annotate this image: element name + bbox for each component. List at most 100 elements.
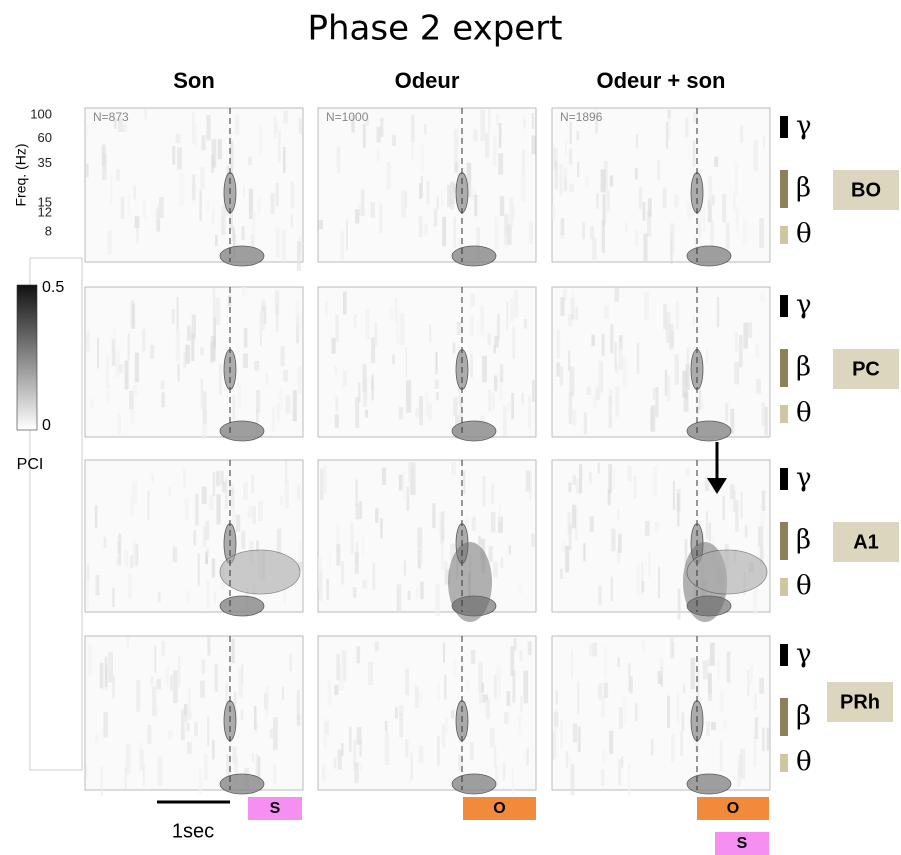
- texture: [265, 373, 268, 385]
- texture: [696, 405, 700, 415]
- texture: [323, 465, 327, 494]
- texture: [274, 290, 280, 316]
- texture: [722, 720, 727, 729]
- texture: [571, 289, 575, 315]
- texture: [376, 148, 380, 162]
- texture: [755, 343, 760, 358]
- texture: [193, 530, 197, 546]
- texture: [591, 334, 595, 347]
- texture: [420, 581, 424, 600]
- texture: [683, 391, 689, 412]
- texture: [199, 190, 203, 221]
- texture: [247, 156, 253, 166]
- texture: [512, 670, 516, 703]
- texture: [203, 753, 208, 780]
- texture: [618, 533, 622, 553]
- texture: [200, 680, 205, 698]
- band-label: β: [796, 525, 811, 555]
- texture: [641, 562, 644, 594]
- texture: [754, 717, 759, 739]
- texture: [399, 713, 404, 738]
- texture: [203, 391, 207, 424]
- texture: [644, 292, 649, 320]
- blob: [686, 245, 732, 267]
- texture: [561, 541, 565, 552]
- texture: [565, 750, 568, 769]
- texture: [504, 213, 509, 245]
- texture: [560, 297, 565, 316]
- texture: [197, 553, 200, 587]
- texture: [325, 301, 328, 316]
- texture: [453, 184, 457, 193]
- texture: [235, 514, 241, 532]
- texture: [761, 402, 765, 426]
- texture: [178, 655, 181, 688]
- texture: [753, 139, 759, 172]
- texture: [657, 159, 660, 181]
- texture: [258, 501, 264, 522]
- texture: [671, 734, 675, 763]
- column-header: Son: [173, 68, 215, 93]
- texture: [350, 522, 354, 555]
- texture: [419, 182, 422, 200]
- texture: [107, 230, 112, 255]
- scale-bar-label: 1sec: [172, 820, 214, 842]
- texture: [132, 385, 138, 396]
- texture: [453, 216, 457, 248]
- texture: [233, 756, 239, 785]
- texture: [186, 325, 192, 341]
- texture: [152, 686, 157, 716]
- texture: [598, 585, 602, 605]
- texture: [498, 122, 502, 148]
- texture: [593, 395, 597, 408]
- texture: [120, 196, 125, 219]
- texture: [726, 651, 731, 683]
- texture: [132, 481, 137, 504]
- texture: [342, 291, 347, 315]
- texture: [601, 695, 606, 718]
- texture: [215, 234, 218, 247]
- texture: [165, 666, 169, 687]
- texture: [427, 403, 432, 421]
- texture: [326, 578, 329, 600]
- texture: [86, 163, 89, 178]
- texture: [554, 708, 558, 728]
- texture: [384, 732, 390, 766]
- texture: [157, 220, 161, 232]
- texture: [404, 192, 408, 208]
- texture: [407, 461, 412, 483]
- texture: [398, 474, 403, 491]
- texture: [351, 115, 355, 133]
- texture: [698, 387, 701, 410]
- texture: [496, 314, 501, 340]
- texture: [252, 506, 257, 525]
- texture: [376, 126, 381, 143]
- blob: [219, 245, 265, 267]
- band-label: θ: [796, 571, 812, 601]
- texture: [565, 545, 570, 573]
- texture: [170, 675, 173, 691]
- texture: [625, 222, 628, 232]
- texture: [379, 203, 383, 234]
- texture: [552, 732, 555, 760]
- texture: [380, 117, 384, 137]
- texture: [569, 148, 573, 165]
- blob: [451, 420, 497, 442]
- texture: [657, 567, 660, 599]
- texture: [240, 709, 244, 720]
- texture: [392, 134, 397, 146]
- texture: [211, 558, 216, 578]
- panel: [84, 635, 304, 791]
- region-label: PRh: [840, 691, 880, 713]
- texture: [106, 390, 110, 404]
- texture: [368, 662, 374, 686]
- texture: [669, 223, 675, 255]
- texture: [568, 314, 573, 326]
- texture: [437, 682, 440, 701]
- texture: [285, 460, 288, 484]
- texture: [275, 227, 280, 259]
- texture: [256, 389, 261, 413]
- texture: [642, 201, 646, 221]
- texture: [229, 211, 234, 231]
- texture: [571, 504, 576, 529]
